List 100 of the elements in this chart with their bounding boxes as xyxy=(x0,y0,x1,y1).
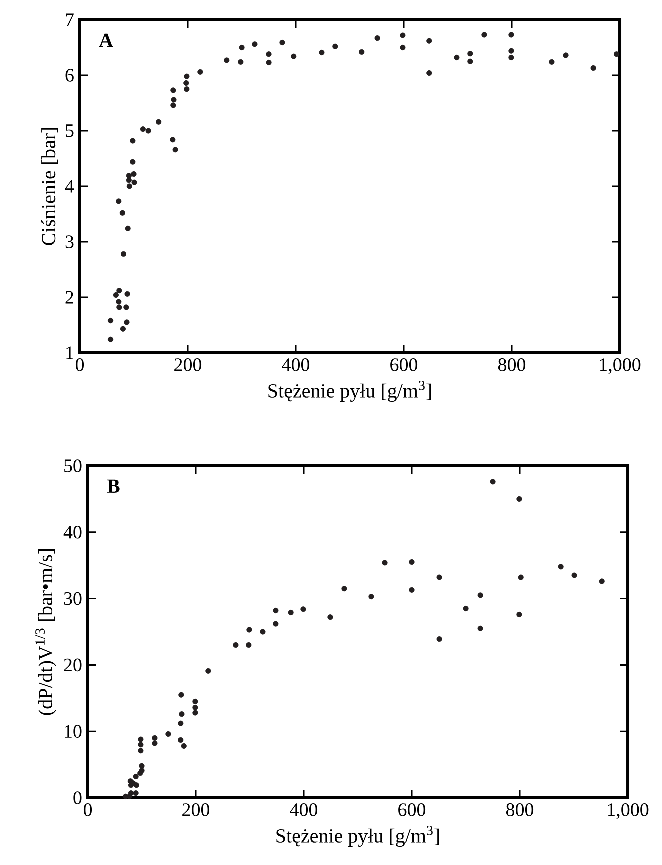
point xyxy=(131,171,137,178)
point xyxy=(116,198,122,204)
point xyxy=(192,710,198,716)
point xyxy=(166,731,172,738)
point xyxy=(126,173,132,179)
x-tick-label: 600 xyxy=(390,358,418,372)
point xyxy=(146,128,152,134)
point xyxy=(130,159,136,165)
point xyxy=(478,626,484,632)
point xyxy=(108,336,114,342)
point xyxy=(246,642,252,648)
y-tick-label: 1 xyxy=(66,346,74,360)
point xyxy=(572,572,578,578)
point xyxy=(558,564,564,570)
point xyxy=(124,291,130,297)
x-tick-label: 200 xyxy=(174,358,202,372)
x-tick-label: 1,000 xyxy=(608,804,649,820)
point xyxy=(206,668,212,674)
point xyxy=(198,69,204,75)
point xyxy=(178,737,184,744)
point xyxy=(133,790,139,796)
point xyxy=(468,58,474,64)
annotation: B xyxy=(107,480,120,493)
point xyxy=(400,44,406,51)
point xyxy=(288,610,294,616)
point xyxy=(120,210,126,216)
point xyxy=(126,184,132,190)
point xyxy=(224,58,230,64)
point xyxy=(482,32,488,38)
point xyxy=(490,479,496,485)
x-tick-label: 200 xyxy=(182,804,210,816)
point xyxy=(124,304,130,310)
point xyxy=(170,102,176,108)
x-tick-label: 600 xyxy=(398,804,426,816)
point xyxy=(590,65,596,72)
point xyxy=(172,147,178,153)
point xyxy=(516,496,522,502)
point xyxy=(436,636,442,642)
point xyxy=(426,70,432,76)
point xyxy=(233,642,239,648)
y-tick-label: 3 xyxy=(66,236,74,248)
y-axis-title: (dP/dt)V$^{1/3}$ [bar•m/s] xyxy=(36,549,57,716)
point xyxy=(184,74,190,80)
point xyxy=(108,318,114,324)
point xyxy=(120,326,126,332)
point xyxy=(463,606,469,612)
point xyxy=(478,592,484,598)
y-tick-label: 10 xyxy=(65,725,82,738)
point xyxy=(518,574,524,580)
y-axis-title: Ciśnienie [bar] xyxy=(42,128,58,246)
point xyxy=(120,251,127,258)
point xyxy=(239,44,245,51)
point xyxy=(563,52,569,58)
y-tick-label: 0 xyxy=(74,792,82,804)
point xyxy=(266,52,272,58)
point xyxy=(614,52,620,58)
point xyxy=(138,742,144,748)
point xyxy=(116,304,122,310)
y-tick-label: 30 xyxy=(64,592,82,606)
point xyxy=(184,86,190,92)
x-tick-label: 1,000 xyxy=(600,358,641,374)
point xyxy=(468,51,474,57)
point xyxy=(246,627,252,633)
point xyxy=(170,137,176,143)
point xyxy=(113,292,119,298)
point xyxy=(328,614,334,620)
point xyxy=(152,740,158,746)
point xyxy=(171,97,177,103)
point xyxy=(178,720,184,726)
x-tick-label: 0 xyxy=(84,804,92,816)
point xyxy=(184,80,190,86)
point xyxy=(599,578,605,584)
point xyxy=(409,559,415,566)
x-tick-label: 800 xyxy=(506,804,534,816)
point xyxy=(156,119,162,125)
point xyxy=(291,54,297,60)
point xyxy=(179,712,185,718)
point xyxy=(126,178,132,184)
point xyxy=(436,574,442,580)
y-tick-label: 40 xyxy=(64,526,82,539)
point xyxy=(273,608,279,614)
point xyxy=(238,59,244,65)
point xyxy=(300,606,306,612)
y-tick-label: 6 xyxy=(66,69,74,82)
point xyxy=(266,60,272,66)
point xyxy=(368,594,374,600)
point xyxy=(409,587,415,593)
point xyxy=(192,698,198,705)
point xyxy=(128,790,134,796)
y-tick-label: 2 xyxy=(66,291,74,304)
y-tick-label: 4 xyxy=(65,180,74,193)
point xyxy=(319,50,325,56)
x-tick-label: 400 xyxy=(290,804,318,816)
point xyxy=(280,40,286,46)
point xyxy=(332,44,338,50)
point xyxy=(192,704,198,710)
annotation: A xyxy=(99,34,114,48)
point xyxy=(454,54,460,61)
point xyxy=(549,59,555,65)
point xyxy=(140,126,146,132)
